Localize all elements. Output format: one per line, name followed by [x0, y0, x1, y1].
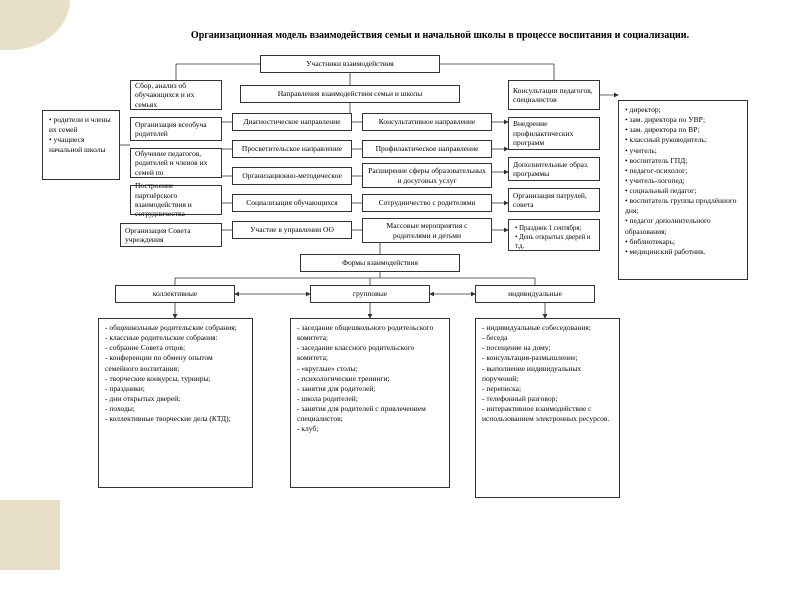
box-form-group: групповые: [310, 285, 430, 303]
box-c2c: Обучение педагогов, родителей и членов и…: [130, 148, 222, 178]
list-group: - заседание общешкольного родительского …: [290, 318, 450, 488]
box-form-collective: коллективные: [115, 285, 235, 303]
corner-decoration: [0, 0, 70, 50]
list-individual: - индивидуальные собеседования; - беседа…: [475, 318, 620, 498]
box-c3d: Социализация обучающихся: [232, 194, 352, 212]
box-c3a: Диагностическое направление: [232, 113, 352, 131]
box-c2d: Построение партнёрского взаимодействия и…: [130, 185, 222, 215]
box-c3b: Просветительское направление: [232, 140, 352, 158]
box-c3e: Участие в управлении ОО: [232, 221, 352, 239]
box-participants: Участники взаимодействия: [260, 55, 440, 73]
box-forms-header: Формы взаимодействия: [300, 254, 460, 272]
box-c5d: Организация патрулей, совета: [508, 188, 600, 212]
box-directions: Направления взаимодействия семьи и школы: [240, 85, 460, 103]
box-c2a: Сбор, анализ об обучающихся и их семьях: [130, 80, 222, 110]
box-c4a: Консультативное направление: [362, 113, 492, 131]
box-c4c: Расширение сферы образовательных и досуг…: [362, 163, 492, 188]
box-c2e: Организация Совета учреждения: [120, 223, 222, 247]
list-collective: - общешкольные родительские собрания; - …: [98, 318, 253, 488]
box-left-participants: • родители и члены их семей • учащиеся н…: [42, 110, 120, 180]
bottom-decoration: [0, 500, 60, 570]
box-c4b: Профилактическое направление: [362, 140, 492, 158]
box-c5a: Консультации педагогов, специалистов: [508, 80, 600, 110]
box-c4d: Сотрудничество с родителями: [362, 194, 492, 212]
box-c4e: Массовые мероприятия с родителями и деть…: [362, 218, 492, 243]
box-c5b: Внедрение профилактических программ: [508, 117, 600, 150]
box-right-staff: • директор; • зам. директора по УВР; • з…: [618, 100, 748, 280]
box-c5e: • Праздник 1 сентября; • День открытых д…: [508, 219, 600, 251]
box-c3c: Организационно-методическое: [232, 167, 352, 185]
diagram-title: Организационная модель взаимодействия се…: [100, 30, 780, 41]
box-form-individual: индивидуальные: [475, 285, 595, 303]
box-c2b: Организация всеобуча родителей: [130, 117, 222, 141]
box-c5c: Дополнительные образ. программы: [508, 157, 600, 181]
